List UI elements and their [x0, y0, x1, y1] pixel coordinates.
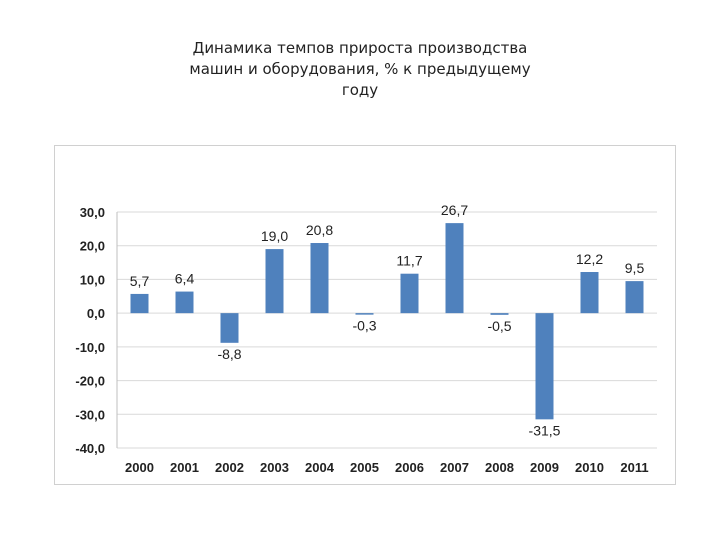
data-label-2003: 19,0 — [261, 228, 288, 244]
bar-2011 — [625, 281, 644, 314]
x-tick-label: 2007 — [440, 460, 469, 475]
data-label-2004: 20,8 — [306, 222, 333, 238]
bar-2007 — [445, 223, 464, 314]
bars — [130, 223, 644, 420]
x-tick-label: 2000 — [125, 460, 154, 475]
x-tick-label: 2011 — [620, 460, 648, 475]
bar-2002 — [220, 313, 239, 343]
x-tick-label: 2010 — [575, 460, 604, 475]
chart-title: Динамика темпов прироста производства ма… — [150, 38, 570, 101]
gridlines — [116, 211, 657, 449]
x-tick-label: 2009 — [530, 460, 559, 475]
data-labels: 5,7 6,4 -8,8 19,0 20,8 -0,3 11,7 26,7 -0,5 -31,5 1… — [130, 202, 645, 438]
chart-area — [54, 145, 676, 485]
bar-2010 — [580, 272, 599, 314]
data-label-2006: 11,7 — [396, 253, 422, 269]
chart-title-line-2: машин и оборудования, % к предыдущему — [189, 60, 531, 78]
data-label-2001: 6,4 — [175, 271, 195, 287]
data-label-2010: 12,2 — [576, 251, 603, 267]
x-tick-label: 2008 — [485, 460, 514, 475]
x-tick-label: 2006 — [395, 460, 424, 475]
data-label-2000: 5,7 — [130, 273, 150, 289]
x-tick-label: 2003 — [260, 460, 289, 475]
y-tick-label: -20,0 — [75, 374, 105, 389]
x-axis-ticks: 2000 2001 2002 2003 2004 2005 2006 2007 2008 2009… — [125, 460, 649, 475]
bar-2006 — [400, 273, 419, 314]
x-tick-label: 2004 — [305, 460, 335, 475]
bar-2000 — [130, 293, 149, 314]
data-label-2009: -31,5 — [529, 422, 561, 438]
y-tick-label: -10,0 — [75, 340, 105, 355]
bar-2008 — [490, 313, 509, 315]
data-label-2002: -8,8 — [217, 346, 241, 362]
x-tick-label: 2001 — [170, 460, 199, 475]
bar-2001 — [175, 291, 194, 314]
data-label-2011: 9,5 — [625, 260, 645, 276]
data-label-2008: -0,5 — [487, 318, 511, 334]
chart-title-line-3: году — [341, 81, 379, 99]
bar-2009 — [535, 313, 554, 420]
y-tick-label: 10,0 — [80, 272, 105, 287]
y-tick-label: -30,0 — [75, 407, 105, 422]
y-tick-label: 30,0 — [80, 205, 105, 220]
data-label-2005: -0,3 — [352, 318, 376, 334]
bar-2004 — [310, 243, 329, 314]
chart-title-line-1: Динамика темпов прироста производства — [192, 39, 528, 57]
bar-2003 — [265, 249, 284, 314]
x-tick-label: 2005 — [350, 460, 379, 475]
y-tick-label: -40,0 — [75, 441, 105, 456]
y-tick-label: 0,0 — [87, 306, 105, 321]
x-tick-label: 2002 — [215, 460, 244, 475]
data-label-2007: 26,7 — [441, 202, 468, 218]
y-axis-ticks: 30,0 20,0 10,0 0,0 -10,0 -20,0 -30,0 -40,0 — [75, 205, 105, 456]
bar-2005 — [355, 313, 374, 315]
y-tick-label: 20,0 — [80, 239, 105, 254]
